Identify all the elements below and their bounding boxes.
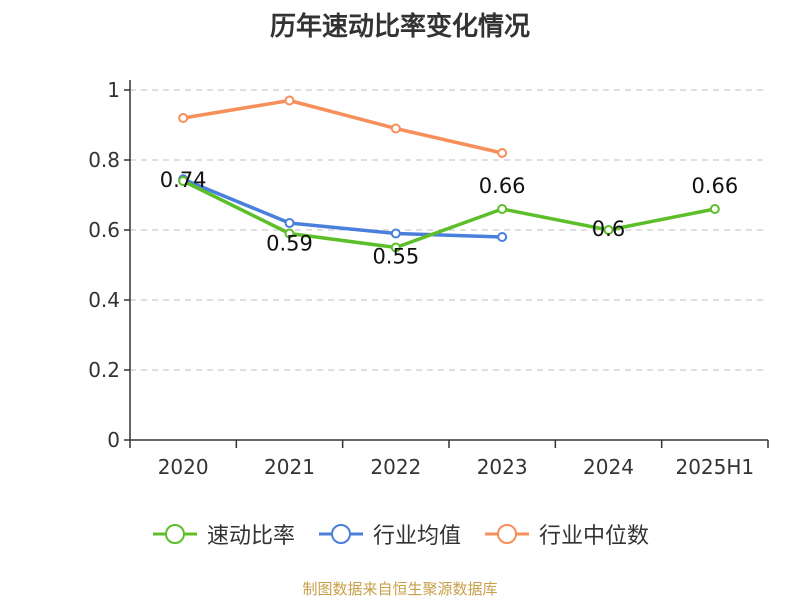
legend: 速动比率 行业均值 行业中位数 — [0, 518, 800, 550]
data-point — [284, 228, 295, 239]
data-point — [709, 204, 720, 214]
x-tick-label: 2025H1 — [675, 455, 754, 479]
y-tick-label: 0.4 — [88, 288, 120, 312]
data-label: 0.6 — [592, 217, 625, 241]
series-line — [182, 179, 716, 250]
legend-item[interactable]: 速动比率 — [151, 518, 295, 550]
legend-item[interactable]: 行业均值 — [317, 518, 461, 550]
legend-item[interactable]: 行业中位数 — [483, 518, 649, 550]
data-label: 0.55 — [372, 245, 419, 269]
data-point — [497, 232, 508, 242]
y-tick-label: 0.6 — [88, 218, 120, 242]
data-point — [178, 113, 189, 123]
legend-marker-icon — [318, 524, 363, 544]
y-tick-label: 0 — [107, 428, 120, 452]
data-label: 0.59 — [266, 232, 313, 256]
data-point — [390, 123, 401, 134]
y-tick-label: 1 — [107, 78, 120, 102]
data-label: 0.66 — [479, 174, 526, 198]
series-line — [182, 177, 503, 239]
chart-title: 历年速动比率变化情况 — [269, 12, 530, 42]
y-tick-label: 0.8 — [88, 148, 120, 172]
x-tick-label: 2022 — [370, 455, 421, 479]
legend-marker-icon — [152, 524, 197, 544]
data-point — [390, 242, 401, 253]
data-label: 0.74 — [160, 168, 207, 192]
x-tick-label: 2023 — [477, 455, 528, 479]
series-line — [182, 98, 503, 155]
legend-marker-icon — [485, 524, 529, 544]
x-tick-label: 2024 — [583, 455, 634, 479]
x-tick-label: 2020 — [158, 455, 209, 479]
data-label: 0.66 — [691, 174, 738, 198]
source-note: 制图数据来自恒生聚源数据库 — [302, 580, 498, 598]
data-point — [497, 204, 508, 214]
legend-label: 行业均值 — [372, 524, 461, 549]
data-point — [284, 95, 295, 106]
data-point — [178, 176, 189, 186]
y-tick-label: 0.2 — [88, 358, 120, 382]
data-point — [284, 218, 295, 228]
data-point — [390, 228, 401, 239]
legend-label: 速动比率 — [206, 524, 295, 549]
legend-label: 行业中位数 — [539, 524, 650, 549]
data-point — [497, 148, 508, 158]
x-tick-label: 2021 — [264, 455, 315, 479]
data-point — [603, 225, 614, 235]
